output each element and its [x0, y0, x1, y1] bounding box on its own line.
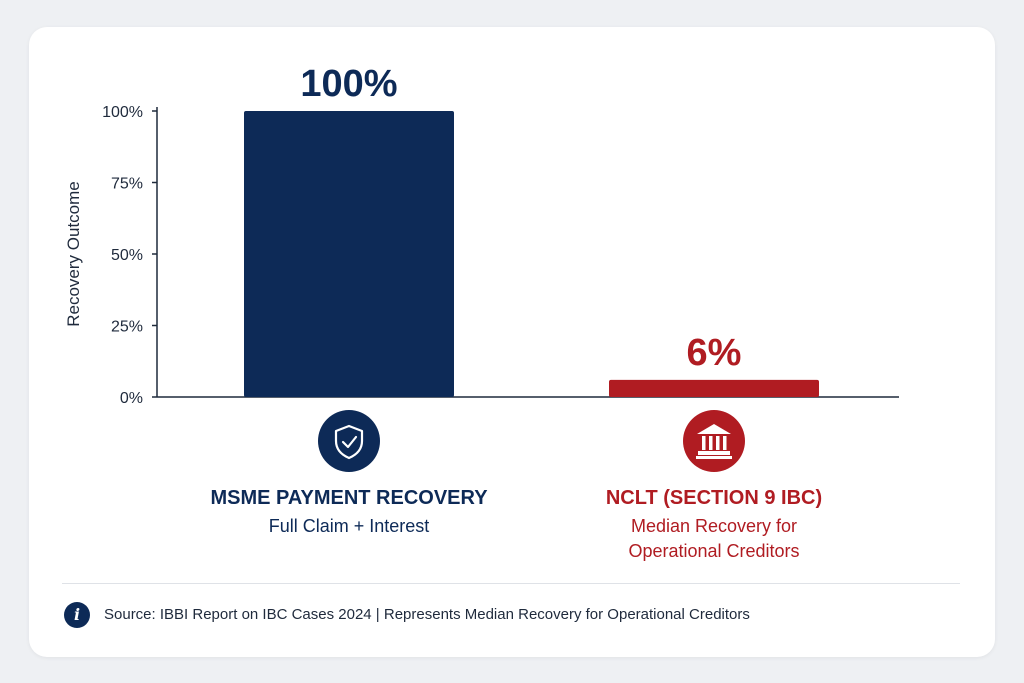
source-note: Source: IBBI Report on IBC Cases 2024 | … — [104, 606, 750, 623]
category-title: MSME PAYMENT RECOVERY — [210, 487, 488, 509]
bar-group: 6% NCLT (SECTION 9 IBC) Median Recovery fo… — [606, 332, 822, 561]
y-tick-label: 100% — [102, 104, 143, 121]
y-axis-label: Recovery Outcome — [64, 181, 83, 327]
bar-value-label: 100% — [300, 63, 397, 105]
shield-check-icon — [318, 410, 380, 472]
bank-building-icon — [683, 410, 745, 472]
chart-svg: Recovery Outcome 0% 25% 50% 75% 100% 100% MSME … — [64, 63, 899, 561]
bar-value-label: 6% — [687, 332, 742, 374]
y-tick-label: 50% — [111, 247, 143, 264]
y-tick-label: 75% — [111, 176, 143, 193]
chart-card: Recovery Outcome 0% 25% 50% 75% 100% 100% MSME … — [29, 27, 995, 657]
info-icon: i — [64, 602, 90, 628]
footer-divider — [62, 583, 960, 584]
category-subtitle: Full Claim + Interest — [269, 516, 430, 536]
bar — [244, 111, 454, 397]
category-subtitle: Operational Creditors — [628, 541, 799, 561]
y-tick-label: 25% — [111, 319, 143, 336]
category-subtitle: Median Recovery for — [631, 516, 797, 536]
y-tick-label: 0% — [120, 390, 143, 407]
bar — [609, 379, 819, 397]
category-title: NCLT (SECTION 9 IBC) — [606, 487, 822, 509]
bar-group: 100% MSME PAYMENT RECOVERY Full Claim + In… — [210, 63, 488, 536]
